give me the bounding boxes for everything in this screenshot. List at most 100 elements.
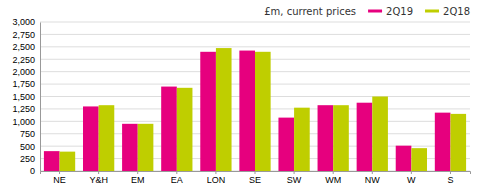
bar xyxy=(411,148,427,171)
x-tick-mark xyxy=(137,171,138,174)
y-tick: 2,250 xyxy=(12,55,40,65)
x-axis: NE Y&H EM EA LON SE SW WM NW W S xyxy=(41,171,471,185)
y-tick-label: 1,500 xyxy=(12,92,35,102)
y-tick-label: 1,750 xyxy=(12,79,35,89)
x-tick-mark xyxy=(450,171,451,174)
x-tick: EM xyxy=(131,171,145,185)
y-tick: 1,750 xyxy=(12,79,40,89)
y-tick: 750 xyxy=(20,129,40,139)
x-tick-label: NE xyxy=(53,175,66,185)
x-tick-label: LON xyxy=(207,175,226,185)
y-tick-label: 1,250 xyxy=(12,104,35,114)
y-tick: 1,500 xyxy=(12,92,40,102)
legend-swatch xyxy=(425,10,439,13)
bar xyxy=(357,103,373,171)
legend-item: 2Q18 xyxy=(425,6,470,17)
x-tick: SW xyxy=(287,171,302,185)
y-tick-label: 750 xyxy=(20,129,35,139)
bar xyxy=(122,124,138,171)
y-tick: 2,750 xyxy=(12,30,40,40)
y-tick-label: 2,000 xyxy=(12,67,35,77)
x-tick: S xyxy=(447,171,453,185)
bar xyxy=(333,105,349,171)
x-tick: LON xyxy=(207,171,226,185)
grid-line xyxy=(40,46,470,47)
bar xyxy=(200,52,216,171)
legend-label: 2Q19 xyxy=(386,6,413,17)
x-tick-mark xyxy=(98,171,99,174)
y-tick-label: 2,750 xyxy=(12,30,35,40)
x-axis-line xyxy=(41,172,471,175)
bar xyxy=(255,52,271,171)
y-axis-line xyxy=(40,23,41,172)
x-tick-mark xyxy=(411,171,412,174)
legend-item: 2Q19 xyxy=(368,6,413,17)
bars xyxy=(44,48,466,171)
bar xyxy=(318,105,334,171)
x-tick-label: WM xyxy=(325,175,341,185)
bar xyxy=(239,51,255,171)
legend: £m, current prices 2Q19 2Q18 xyxy=(264,6,470,17)
bar xyxy=(138,124,154,171)
bar xyxy=(396,146,412,171)
bar xyxy=(216,48,232,171)
x-tick: NW xyxy=(365,171,380,185)
bar xyxy=(44,151,60,171)
x-tick: SE xyxy=(249,171,261,185)
x-tick-label: S xyxy=(447,175,453,185)
x-tick-label: EM xyxy=(131,175,145,185)
y-tick-label: 1,000 xyxy=(12,117,35,127)
x-tick-mark xyxy=(215,171,216,174)
x-tick: NE xyxy=(53,171,66,185)
legend-label: 2Q18 xyxy=(443,6,470,17)
x-tick-mark xyxy=(255,171,256,174)
x-tick-label: SE xyxy=(249,175,261,185)
plot: 0 250 500 750 1,000 1,250 1,500 1,750 2,000 2,250… xyxy=(12,17,470,185)
x-tick-label: Y&H xyxy=(89,175,108,185)
x-tick-mark xyxy=(333,171,334,174)
y-tick-label: 250 xyxy=(20,154,35,164)
x-tick-label: W xyxy=(407,175,416,185)
grid-line xyxy=(40,22,470,23)
x-tick-mark xyxy=(294,171,295,174)
bar xyxy=(294,108,310,171)
bar xyxy=(83,106,99,171)
x-tick-mark xyxy=(59,171,60,174)
y-tick-label: 2,250 xyxy=(12,55,35,65)
x-tick: W xyxy=(407,171,416,185)
x-tick: WM xyxy=(325,171,341,185)
y-tick: 250 xyxy=(20,154,40,164)
y-tick-label: 2,500 xyxy=(12,42,35,52)
bar xyxy=(60,152,76,171)
x-tick-label: NW xyxy=(365,175,380,185)
x-tick-mark xyxy=(176,171,177,174)
grid xyxy=(40,22,470,171)
bar xyxy=(177,88,193,171)
y-tick: 0 xyxy=(30,166,40,176)
y-tick: 1,250 xyxy=(12,104,40,114)
x-tick: Y&H xyxy=(89,171,108,185)
grid-line xyxy=(40,34,470,35)
bar xyxy=(372,97,388,172)
y-tick: 1,000 xyxy=(12,117,40,127)
y-tick: 2,000 xyxy=(12,67,40,77)
legend-swatch xyxy=(368,10,382,13)
y-tick-label: 0 xyxy=(30,166,35,176)
bar xyxy=(99,105,115,171)
x-tick-mark xyxy=(372,171,373,174)
x-tick-label: EA xyxy=(171,175,183,185)
legend-title: £m, current prices xyxy=(264,6,356,17)
bar xyxy=(161,87,177,171)
x-tick-label: SW xyxy=(287,175,302,185)
bar xyxy=(435,113,451,171)
y-tick-label: 3,000 xyxy=(12,17,35,27)
bar-series xyxy=(44,51,451,171)
y-tick: 500 xyxy=(20,142,40,152)
chart: 0 250 500 750 1,000 1,250 1,500 1,750 2,000 2,250… xyxy=(0,0,480,191)
y-tick-label: 500 xyxy=(20,142,35,152)
y-tick: 3,000 xyxy=(12,17,40,27)
y-tick: 2,500 xyxy=(12,42,40,52)
bar xyxy=(278,118,294,171)
bar-series xyxy=(60,48,467,171)
x-tick: EA xyxy=(171,171,183,185)
